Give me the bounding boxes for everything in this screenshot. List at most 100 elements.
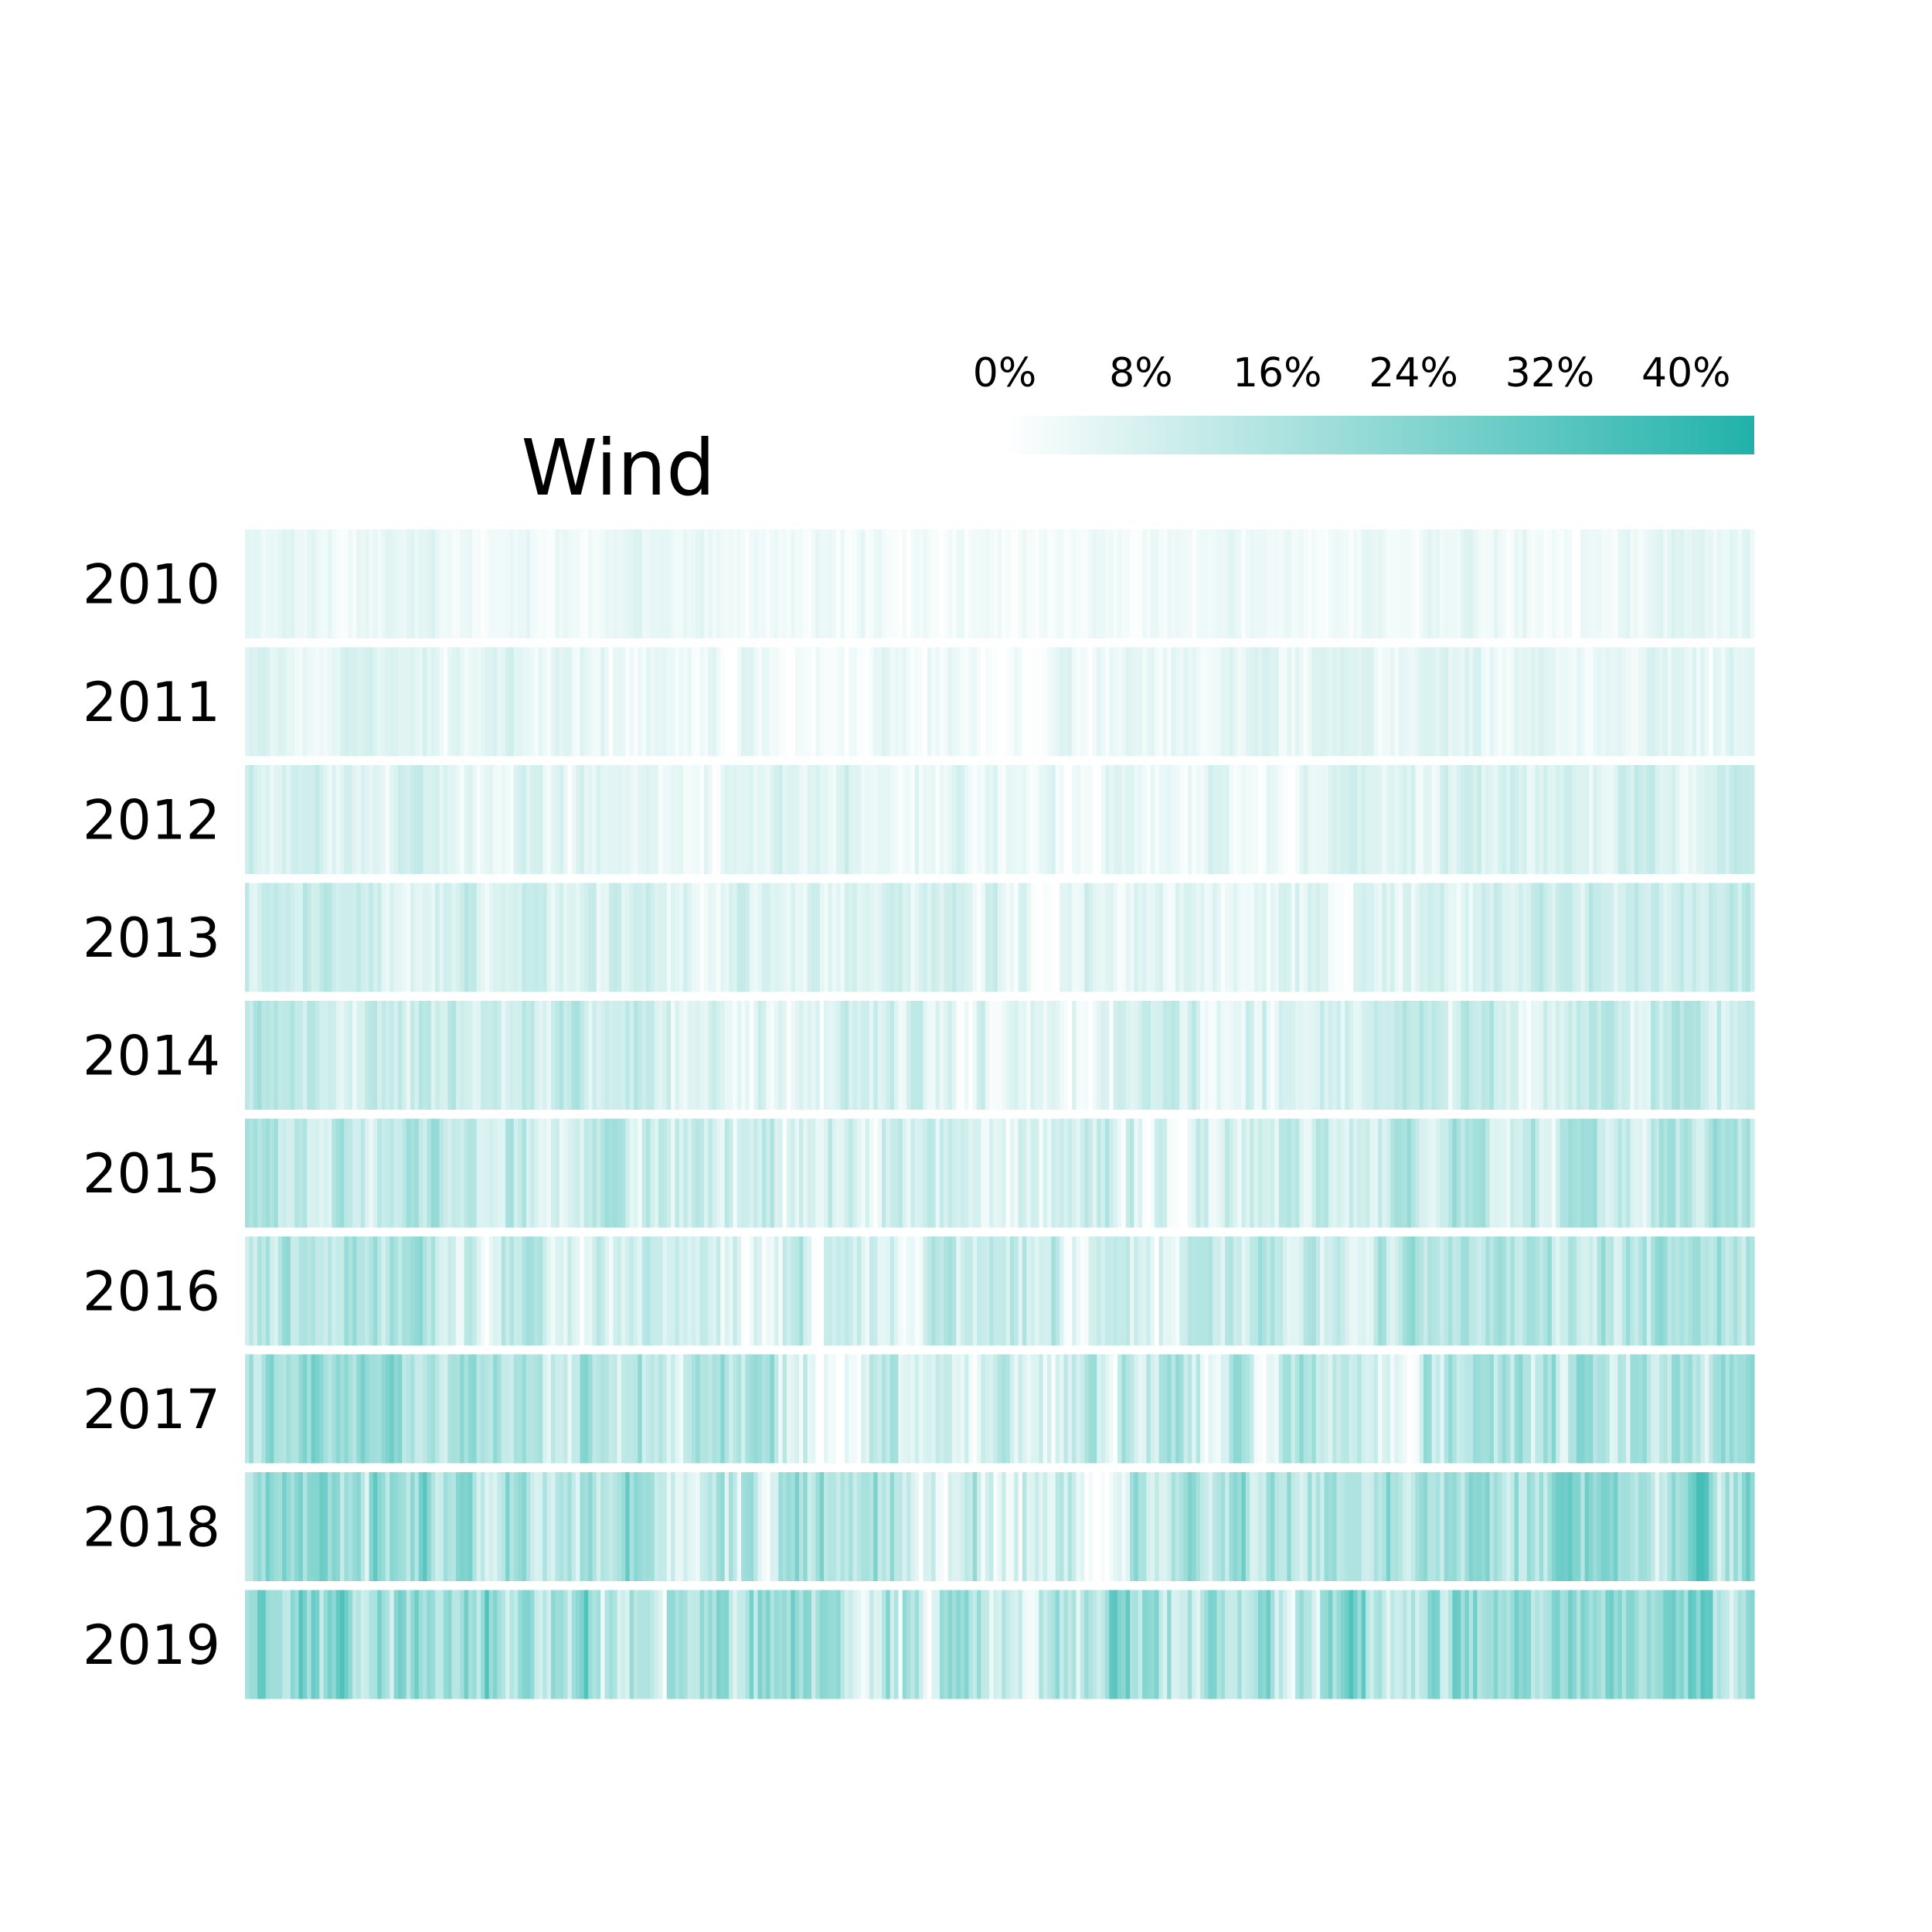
heatmap-cell — [1547, 1354, 1553, 1464]
heatmap-cell — [1328, 1001, 1333, 1110]
heatmap-cell — [348, 529, 353, 638]
heatmap-cell — [1750, 1118, 1755, 1228]
heatmap-cell — [1196, 1236, 1201, 1345]
heatmap-cell — [1485, 1590, 1491, 1699]
heatmap-cell — [1547, 883, 1553, 992]
heatmap-cell — [844, 765, 849, 874]
heatmap-cell — [1155, 883, 1160, 992]
heatmap-cell — [1014, 1354, 1019, 1464]
heatmap-cell — [894, 883, 900, 992]
heatmap-cell — [290, 1118, 295, 1228]
heatmap-cell — [277, 1590, 283, 1699]
heatmap-cell — [927, 647, 932, 757]
heatmap-cell — [815, 765, 821, 874]
heatmap-cell — [311, 883, 316, 992]
heatmap-cell — [418, 1590, 423, 1699]
heatmap-cell — [580, 1118, 585, 1228]
heatmap-cell — [1150, 1001, 1155, 1110]
heatmap-cell — [397, 1236, 403, 1345]
heatmap-cell — [563, 529, 568, 638]
heatmap-cell — [1696, 883, 1702, 992]
heatmap-cell — [439, 647, 444, 757]
heatmap-cell — [1146, 883, 1151, 992]
heatmap-cell — [1034, 765, 1039, 874]
heatmap-cell — [571, 1001, 577, 1110]
heatmap-cell — [418, 1472, 423, 1581]
heatmap-cell — [1539, 883, 1544, 992]
heatmap-cell — [662, 1118, 668, 1228]
heatmap-cell — [761, 1590, 767, 1699]
heatmap-cell — [1034, 1118, 1039, 1228]
heatmap-cell — [1609, 1236, 1614, 1345]
heatmap-cell — [600, 1472, 606, 1581]
heatmap-cell — [633, 1354, 638, 1464]
heatmap-cell — [1167, 1236, 1172, 1345]
heatmap-cell — [1373, 529, 1379, 638]
heatmap-cell — [1030, 1354, 1036, 1464]
heatmap-cell — [493, 1236, 498, 1345]
heatmap-cell — [427, 529, 432, 638]
heatmap-cell — [1617, 1590, 1623, 1699]
heatmap-cell — [923, 1236, 928, 1345]
heatmap-cell — [447, 1354, 453, 1464]
heatmap-cell — [654, 1354, 659, 1464]
heatmap-cell — [402, 1001, 407, 1110]
heatmap-cell — [1556, 1118, 1561, 1228]
heatmap-cell — [1179, 647, 1185, 757]
heatmap-cell — [1299, 1354, 1304, 1464]
heatmap-cell — [546, 1354, 552, 1464]
heatmap-cell — [567, 529, 573, 638]
heatmap-cell — [1080, 1236, 1085, 1345]
heatmap-cell — [625, 529, 631, 638]
heatmap-cell — [1485, 1236, 1491, 1345]
heatmap-cell — [791, 1118, 796, 1228]
heatmap-cell — [1551, 883, 1556, 992]
heatmap-cell — [385, 1118, 390, 1228]
heatmap-cell — [1556, 1236, 1561, 1345]
heatmap-cell — [1704, 883, 1709, 992]
heatmap-cell — [1485, 1001, 1491, 1110]
heatmap-cell — [1378, 529, 1383, 638]
heatmap-cell — [588, 647, 594, 757]
heatmap-cell — [410, 883, 415, 992]
heatmap-cell — [480, 883, 485, 992]
heatmap-cell — [815, 1118, 821, 1228]
heatmap-cell — [352, 1118, 358, 1228]
heatmap-cell — [1427, 883, 1433, 992]
heatmap-cell — [1750, 883, 1755, 992]
heatmap-cell — [476, 529, 481, 638]
heatmap-cell — [1043, 529, 1048, 638]
heatmap-cell — [576, 1001, 580, 1110]
heatmap-cell — [1684, 1001, 1689, 1110]
heatmap-cell — [1634, 529, 1639, 638]
heatmap-cell — [951, 1001, 957, 1110]
heatmap-cell — [1535, 1118, 1540, 1228]
heatmap-cell — [931, 1118, 937, 1228]
heatmap-cell — [882, 1236, 886, 1345]
heatmap-cell — [1563, 883, 1569, 992]
heatmap-cell — [782, 1236, 787, 1345]
heatmap-cell — [886, 883, 891, 992]
heatmap-cell — [356, 765, 362, 874]
heatmap-cell — [315, 765, 320, 874]
heatmap-cell — [1667, 1118, 1672, 1228]
heatmap-cell — [485, 1472, 490, 1581]
heatmap-cell — [563, 883, 568, 992]
heatmap-cell — [906, 883, 912, 992]
heatmap-cell — [658, 1590, 664, 1699]
heatmap-cell — [1452, 1001, 1458, 1110]
heatmap-cell — [1725, 1118, 1730, 1228]
heatmap-cell — [1688, 1001, 1693, 1110]
heatmap-cell — [464, 765, 469, 874]
heatmap-cell — [360, 1001, 366, 1110]
heatmap-cell — [1340, 647, 1345, 757]
heatmap-cell — [315, 1001, 320, 1110]
heatmap-cell — [1634, 765, 1639, 874]
heatmap-cell — [348, 1590, 353, 1699]
heatmap-cell — [1088, 647, 1094, 757]
heatmap-cell — [960, 1236, 965, 1345]
heatmap-cell — [1737, 1590, 1743, 1699]
heatmap-cell — [1088, 1236, 1094, 1345]
heatmap-cell — [1597, 883, 1602, 992]
heatmap-cell — [1366, 529, 1370, 638]
